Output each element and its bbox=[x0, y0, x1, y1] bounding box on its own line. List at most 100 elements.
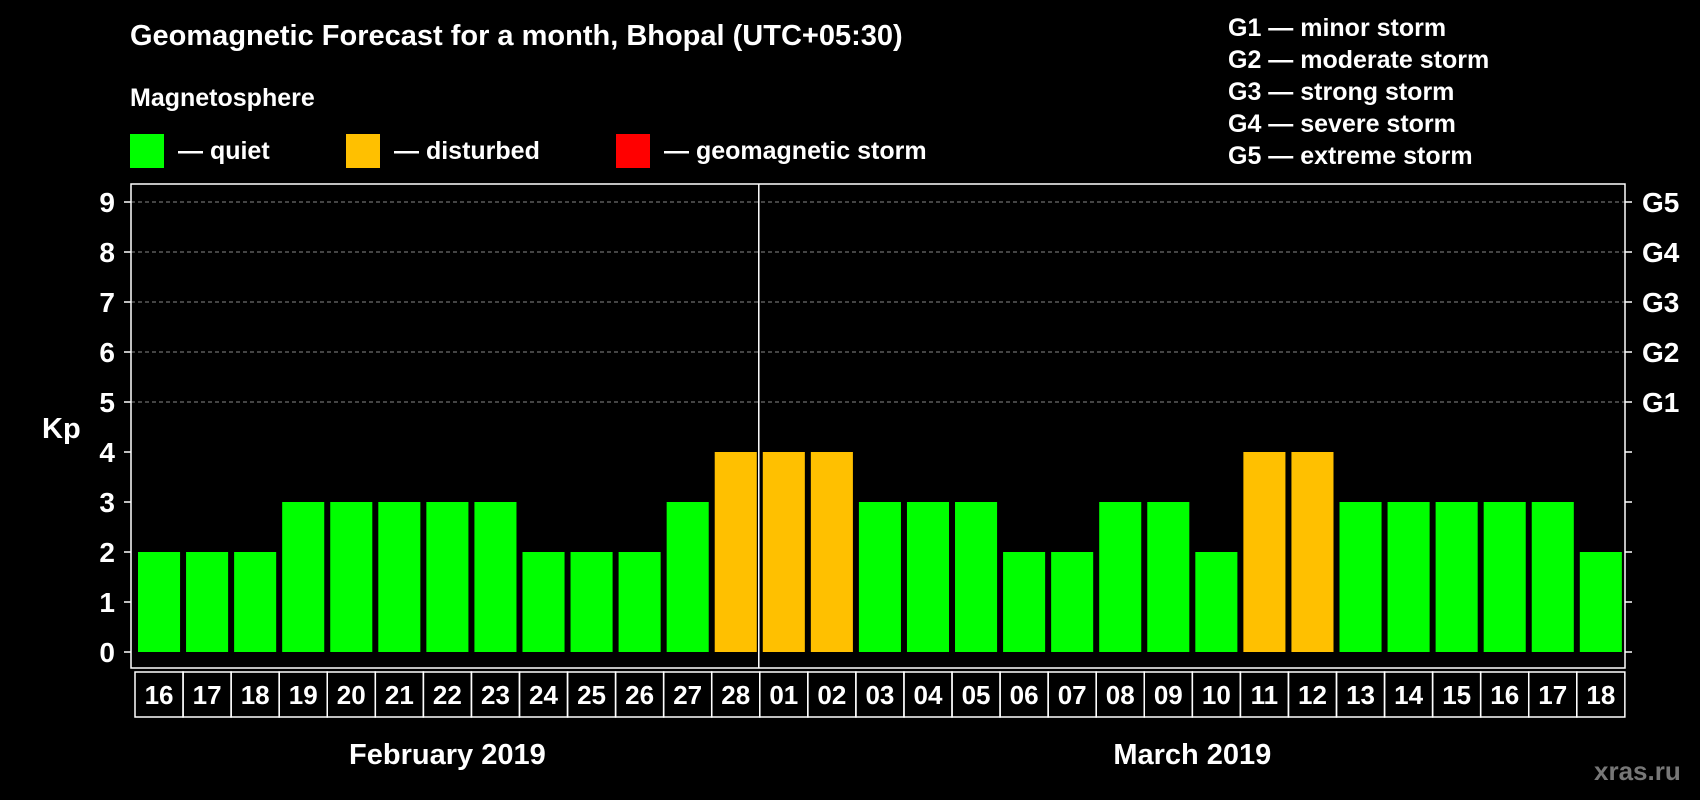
x-tick-label: 19 bbox=[289, 680, 318, 710]
bar bbox=[1531, 502, 1574, 652]
right-axis-label: G3 bbox=[1642, 287, 1679, 318]
month-label: February 2019 bbox=[349, 739, 546, 771]
x-tick-label: 22 bbox=[433, 680, 462, 710]
legend-item-disturbed: — disturbed bbox=[346, 134, 540, 168]
x-tick-label: 10 bbox=[1202, 680, 1231, 710]
y-tick-label: 2 bbox=[99, 537, 115, 568]
bar bbox=[330, 502, 373, 652]
plot-frame bbox=[130, 183, 1626, 669]
x-tick-label: 24 bbox=[529, 680, 558, 710]
bar bbox=[762, 452, 805, 652]
bar bbox=[858, 502, 901, 652]
bar bbox=[1195, 552, 1238, 652]
bar bbox=[186, 552, 229, 652]
storm-level-g1: G1 — minor storm bbox=[1228, 14, 1447, 42]
x-tick-label: 25 bbox=[577, 680, 606, 710]
x-tick-label: 17 bbox=[193, 680, 222, 710]
chart-title: Geomagnetic Forecast for a month, Bhopal… bbox=[130, 20, 903, 52]
bar bbox=[906, 502, 950, 652]
bar bbox=[522, 552, 565, 652]
x-tick-label: 04 bbox=[914, 680, 943, 710]
legend-label-storm: — geomagnetic storm bbox=[664, 136, 927, 165]
bar bbox=[714, 452, 757, 652]
bar bbox=[1243, 452, 1286, 652]
storm-level-g2: G2 — moderate storm bbox=[1228, 46, 1490, 74]
storm-level-g3: G3 — strong storm bbox=[1228, 78, 1455, 106]
bar bbox=[234, 552, 277, 652]
x-tick-label: 27 bbox=[673, 680, 702, 710]
bar bbox=[378, 502, 421, 652]
x-tick-label: 12 bbox=[1298, 680, 1327, 710]
y-tick-label: 0 bbox=[99, 637, 115, 668]
legend-item-quiet: — quiet bbox=[130, 134, 270, 168]
month-label: March 2019 bbox=[1113, 739, 1271, 771]
bar bbox=[1147, 502, 1190, 652]
x-tick-label: 11 bbox=[1251, 680, 1279, 710]
watermark: xras.ru bbox=[1594, 756, 1681, 786]
storm-level-g4: G4 — severe storm bbox=[1228, 110, 1456, 138]
bar bbox=[1579, 552, 1622, 652]
x-tick-label: 03 bbox=[865, 680, 894, 710]
x-tick-label: 15 bbox=[1442, 680, 1471, 710]
right-axis-label: G4 bbox=[1642, 237, 1680, 268]
bar bbox=[570, 552, 613, 652]
bar bbox=[426, 502, 469, 652]
legend-swatch-quiet bbox=[130, 134, 164, 168]
legend-swatch-disturbed bbox=[346, 134, 380, 168]
bar bbox=[1483, 502, 1526, 652]
legend-item-storm: — geomagnetic storm bbox=[616, 134, 927, 168]
x-tick-label: 01 bbox=[769, 680, 798, 710]
bar bbox=[666, 502, 709, 652]
bar bbox=[138, 552, 181, 652]
x-tick-label: 28 bbox=[721, 680, 750, 710]
x-tick-label: 14 bbox=[1394, 680, 1423, 710]
y-axis-label: Kp bbox=[42, 413, 81, 445]
bar bbox=[282, 502, 325, 652]
bar bbox=[1003, 552, 1046, 652]
bar bbox=[1291, 452, 1334, 652]
x-tick-label: 18 bbox=[241, 680, 270, 710]
x-tick-label: 06 bbox=[1010, 680, 1039, 710]
x-tick-label: 21 bbox=[385, 680, 414, 710]
x-tick-label: 26 bbox=[625, 680, 654, 710]
legend-heading: Magnetosphere bbox=[130, 84, 315, 112]
bar bbox=[1099, 502, 1142, 652]
x-tick-label: 17 bbox=[1538, 680, 1567, 710]
y-tick-label: 7 bbox=[99, 287, 115, 318]
bar bbox=[1339, 502, 1382, 652]
x-tick-label: 23 bbox=[481, 680, 510, 710]
legend-label-disturbed: — disturbed bbox=[394, 136, 540, 165]
x-tick-label: 07 bbox=[1058, 680, 1087, 710]
x-tick-label: 18 bbox=[1586, 680, 1615, 710]
storm-level-g5: G5 — extreme storm bbox=[1228, 142, 1473, 170]
bar bbox=[1435, 502, 1478, 652]
x-tick-label: 13 bbox=[1346, 680, 1375, 710]
date-cell bbox=[1576, 671, 1626, 718]
x-tick-label: 08 bbox=[1106, 680, 1135, 710]
bar bbox=[1051, 552, 1094, 652]
legend-swatch-storm bbox=[616, 134, 650, 168]
x-tick-label: 02 bbox=[817, 680, 846, 710]
y-tick-label: 3 bbox=[99, 487, 115, 518]
bar bbox=[474, 502, 517, 652]
y-tick-label: 5 bbox=[99, 387, 115, 418]
storm-level-legend: G1 — minor storm G2 — moderate storm G3 … bbox=[1228, 12, 1489, 172]
y-tick-label: 4 bbox=[99, 437, 115, 468]
bar bbox=[618, 552, 661, 652]
y-tick-label: 8 bbox=[99, 237, 115, 268]
bar bbox=[1387, 502, 1430, 652]
x-tick-label: 20 bbox=[337, 680, 366, 710]
y-tick-label: 6 bbox=[99, 337, 115, 368]
x-tick-label: 16 bbox=[145, 680, 174, 710]
right-axis-label: G1 bbox=[1642, 387, 1679, 418]
x-tick-label: 16 bbox=[1490, 680, 1519, 710]
y-tick-label: 1 bbox=[99, 587, 115, 618]
y-tick-label: 9 bbox=[99, 187, 115, 218]
right-axis-label: G5 bbox=[1642, 187, 1679, 218]
bar bbox=[955, 502, 998, 652]
bar bbox=[810, 452, 853, 652]
right-axis-label: G2 bbox=[1642, 337, 1679, 368]
x-tick-label: 05 bbox=[962, 680, 991, 710]
x-tick-label: 09 bbox=[1154, 680, 1183, 710]
